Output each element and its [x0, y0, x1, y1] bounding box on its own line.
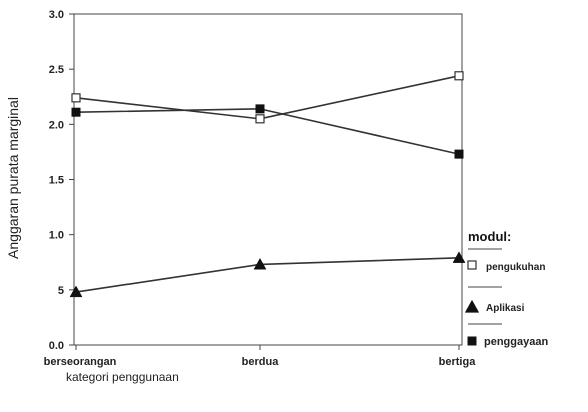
- x-tick-label: bertiga: [439, 356, 477, 368]
- series-line: [75, 75, 460, 120]
- data-point: [255, 104, 265, 114]
- legend-marker: [467, 260, 477, 270]
- data-point: [71, 107, 81, 117]
- y-tick-label: 3.0: [49, 9, 64, 21]
- legend-label: pengukuhan: [486, 262, 545, 273]
- series-line: [75, 257, 460, 293]
- data-point: [71, 93, 81, 103]
- y-axis-title: Anggaran purata marginal: [5, 97, 21, 259]
- x-tick-label: berseorangan: [44, 356, 117, 368]
- series-line: [75, 108, 460, 155]
- plot-axes: [73, 13, 463, 346]
- legend-label: penggayaan: [484, 336, 548, 348]
- legend-label: Aplikasi: [486, 303, 525, 314]
- series-pengukuhan: [71, 71, 464, 124]
- data-point: [69, 285, 83, 298]
- data-point: [452, 251, 466, 263]
- series-penggayaan: [71, 104, 464, 159]
- y-tick-label: 2.0: [49, 119, 64, 131]
- y-tick-label: 1.5: [49, 175, 64, 187]
- legend: modul: pengukuhan Aplikasi penggayaan: [464, 229, 548, 348]
- legend-marker: [467, 336, 477, 346]
- series-aplikasi: [69, 251, 466, 298]
- x-axis-title: kategori penggunaan: [66, 370, 179, 384]
- y-tick-label: 1.0: [49, 230, 64, 242]
- x-tick-label: berdua: [242, 356, 280, 368]
- y-axis-ticks: 0.0 5 1.0 1.5 2.0 2.5 3.0: [49, 9, 74, 352]
- y-tick-label: 2.5: [49, 64, 64, 76]
- y-tick-label: 0.0: [49, 340, 64, 352]
- y-tick-label: 5: [58, 285, 64, 297]
- data-point: [454, 71, 464, 81]
- data-point: [454, 149, 464, 159]
- legend-title: modul:: [468, 229, 511, 244]
- series-layer: [69, 71, 466, 298]
- plot-frame: [73, 13, 463, 346]
- x-axis-ticks: berseorangan berdua bertiga: [44, 345, 477, 368]
- data-point: [255, 114, 265, 124]
- legend-marker: [464, 299, 480, 313]
- data-point: [253, 257, 267, 270]
